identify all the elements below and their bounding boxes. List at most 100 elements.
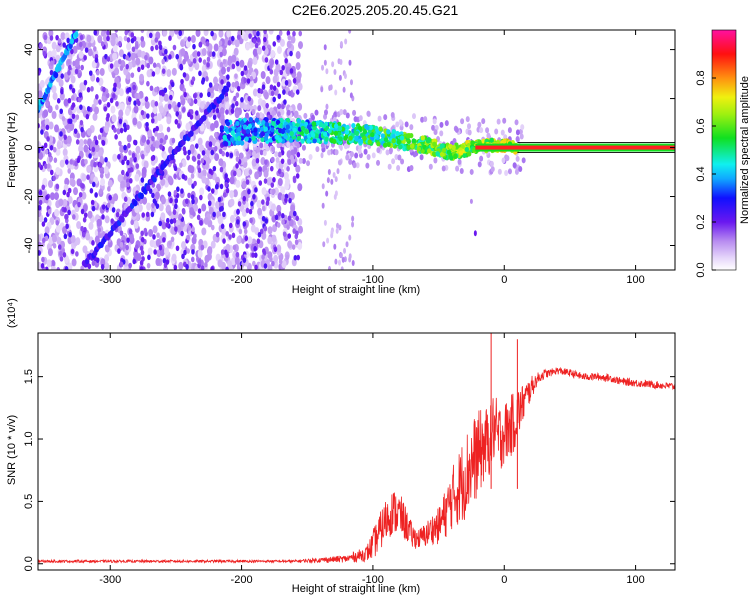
spectrogram-cell: [269, 165, 274, 172]
spectrogram-cell: [292, 228, 297, 234]
spectrogram-cell: [125, 244, 129, 251]
spectrogram-cell: [112, 153, 118, 162]
spectrogram-cell: [55, 183, 60, 190]
spectrogram-cell: [344, 38, 348, 45]
spectrogram-cell: [88, 153, 92, 159]
spectrogram-cell: [38, 189, 43, 196]
spectrogram-cell: [247, 188, 251, 195]
snr-x-tick-label: -200: [231, 574, 253, 586]
spectrogram-cell: [109, 229, 114, 237]
spectrogram-cell: [281, 219, 285, 225]
spectrogram-cell: [190, 35, 196, 44]
spectrogram-cell: [335, 227, 339, 234]
spectrogram-cell: [260, 131, 266, 137]
spectrogram-cell: [290, 149, 295, 156]
spectrogram-cell: [126, 237, 130, 243]
spectrogram-cell: [106, 202, 111, 208]
spectrogram-cell: [156, 113, 162, 122]
spectrogram-cell: [181, 159, 187, 168]
spectrogram-cell: [327, 149, 332, 156]
spectrogram-cell: [136, 121, 142, 130]
spectrogram-cell: [170, 81, 175, 88]
spectrogram-cell: [229, 214, 235, 223]
spectrogram-cell: [59, 92, 65, 101]
spectrogram-cell: [277, 177, 283, 186]
spectrogram-cell: [150, 45, 154, 52]
spectrogram-cell: [111, 72, 116, 79]
spectrogram-cell: [201, 169, 207, 178]
spectrogram-cell: [365, 162, 370, 169]
spectrogram-cell: [459, 168, 464, 175]
spectrogram-cell: [86, 165, 92, 174]
spectrogram-cell: [145, 184, 151, 192]
spectrogram-cell: [189, 109, 194, 115]
spectrogram-cell: [47, 248, 53, 257]
spectrogram-cell: [116, 128, 121, 134]
spectrogram-cell: [57, 38, 62, 44]
snr-y-tick-label: 0.5: [23, 494, 35, 509]
spectrogram-cell: [203, 216, 209, 225]
spectrogram-cell: [295, 173, 300, 179]
spectrogram-cell: [306, 138, 311, 144]
spectrogram-cell: [236, 131, 241, 138]
spectrogram-cell: [106, 112, 110, 119]
spectrogram-cell: [311, 121, 317, 127]
spectrogram-cell: [122, 122, 127, 129]
spectrogram-cell: [270, 156, 275, 163]
spectrogram-cell: [107, 186, 111, 192]
spectrogram-cell: [71, 87, 76, 94]
spectrogram-cell: [460, 118, 465, 125]
spectrogram-cell: [469, 198, 473, 204]
spectrogram-cell: [49, 169, 54, 176]
spectrogram-cell: [59, 131, 63, 137]
spectrogram-cell: [485, 127, 490, 134]
spectrogram-cell: [186, 248, 190, 254]
spectrogram-cell: [146, 202, 152, 211]
spectrogram-cell: [249, 217, 253, 224]
spectrogram-cell: [256, 46, 262, 55]
spectrogram-cell: [253, 127, 258, 133]
spectrogram-cell: [348, 30, 352, 34]
spectrogram-cell: [67, 97, 72, 104]
spectrogram-cell: [477, 121, 482, 128]
spectrogram-cell: [448, 143, 453, 149]
spectrogram-cell: [320, 142, 325, 149]
spectrogram-cell: [255, 112, 260, 119]
spectrogram-xlabel: Height of straight line (km): [292, 284, 420, 296]
spectrogram-cell: [80, 126, 84, 133]
spectrogram-cell: [208, 51, 213, 58]
spectrogram-cell: [152, 62, 157, 68]
spectrogram-cell: [86, 106, 91, 112]
spectrogram-cell: [251, 158, 257, 167]
spectrogram-cell: [80, 64, 84, 71]
spectrogram-cell: [42, 50, 47, 57]
spectrogram-cell: [100, 30, 105, 37]
spectrogram-cell: [210, 188, 215, 194]
spectrogram-cell: [47, 179, 53, 188]
spectrogram-cell: [225, 187, 230, 194]
spectrogram-cell: [247, 236, 253, 245]
spectrogram-cell: [277, 103, 282, 109]
spectrogram-cell: [237, 126, 242, 132]
spectrogram-cell: [60, 88, 64, 95]
spectrogram-cell: [190, 194, 195, 200]
spectrogram-cell: [326, 237, 330, 244]
spectrogram-cell: [221, 48, 227, 57]
spectrogram-cell: [154, 131, 158, 137]
spectrogram-cell: [223, 37, 229, 46]
spectrogram-cell: [327, 128, 332, 134]
spectrogram-cell: [197, 208, 202, 214]
spectrogram-cell: [168, 84, 172, 91]
spectrogram-cell: [130, 32, 135, 38]
spectrogram-cell: [238, 228, 243, 235]
spectrogram-cell: [100, 41, 105, 47]
spectrogram-cell: [225, 266, 229, 270]
spectrogram-cell: [158, 89, 163, 96]
spectrogram-cell: [266, 177, 272, 186]
spectrogram-cell: [263, 178, 268, 184]
spectrogram-cell: [141, 135, 147, 144]
spectrogram-cell: [130, 72, 135, 78]
spectrogram-cell: [133, 220, 139, 229]
spectrogram-cell: [49, 192, 55, 201]
spectrogram-cell: [348, 173, 352, 180]
